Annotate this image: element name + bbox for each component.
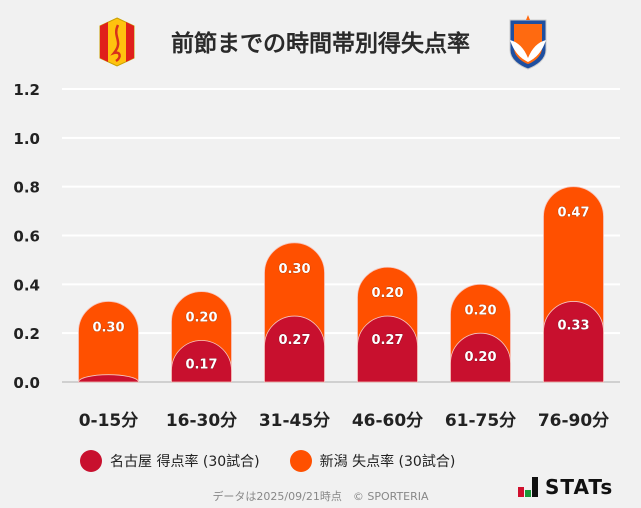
x-tick-label: 76-90分 (538, 411, 609, 431)
bar-nagoya (171, 340, 232, 383)
legend-swatch (80, 450, 102, 472)
data-label: 0.20 (464, 303, 496, 318)
chart-title: 前節までの時間帯別得失点率 (171, 31, 470, 57)
x-tick-label: 31-45分 (259, 411, 330, 431)
legend: 名古屋 得点率 (30試合) 新潟 失点率 (30試合) (80, 450, 455, 472)
away-team-logo (509, 15, 547, 70)
y-tick-label: 0.4 (13, 276, 40, 294)
data-label: 0.27 (371, 333, 403, 348)
data-label: 0.47 (557, 206, 589, 221)
y-tick-label: 1.0 (13, 130, 40, 148)
data-label: 0.20 (464, 350, 496, 365)
bar-nagoya (450, 332, 511, 383)
x-tick-label: 61-75分 (445, 411, 516, 431)
data-label: 0.33 (557, 318, 589, 333)
bar-chart-icon (518, 477, 538, 497)
data-label: 0.17 (185, 357, 217, 372)
stats-logo: STATs (518, 477, 613, 497)
bar-nagoya (543, 301, 604, 383)
bar-niigata (78, 301, 139, 383)
bar-nagoya (357, 315, 418, 383)
y-tick-label: 0.0 (13, 374, 40, 392)
y-tick-label: 0.2 (13, 325, 40, 343)
data-label: 0.20 (185, 311, 217, 326)
y-tick-label: 0.6 (13, 228, 40, 246)
stats-brand: STATs (545, 475, 614, 499)
data-label: 0.30 (278, 262, 310, 277)
y-tick-label: 1.2 (13, 81, 40, 99)
legend-label: 名古屋 得点率 (30試合) (110, 454, 260, 470)
x-tick-label: 0-15分 (79, 411, 139, 431)
data-label: 0.30 (92, 320, 124, 335)
bar-nagoya (78, 374, 139, 383)
bar-nagoya (264, 315, 325, 383)
legend-label: 新潟 失点率 (30試合) (319, 454, 456, 470)
data-label: 0.27 (278, 333, 310, 348)
chart: 0.0 0.2 0.4 0.6 0.8 1.0 1.2 0.30 0-15分 0.17 0.20 16… (13, 81, 620, 431)
legend-swatch (289, 450, 312, 472)
data-label: 0.20 (371, 286, 403, 301)
home-team-logo (99, 17, 135, 67)
footer-note: データは2025/09/21時点 © SPORTERIA (212, 490, 429, 503)
legend-item-niigata: 新潟 失点率 (30試合) (289, 450, 456, 472)
x-tick-label: 16-30分 (166, 411, 237, 431)
legend-item-nagoya: 名古屋 得点率 (30試合) (80, 450, 260, 472)
y-tick-label: 0.8 (13, 179, 40, 197)
x-tick-label: 46-60分 (352, 411, 423, 431)
